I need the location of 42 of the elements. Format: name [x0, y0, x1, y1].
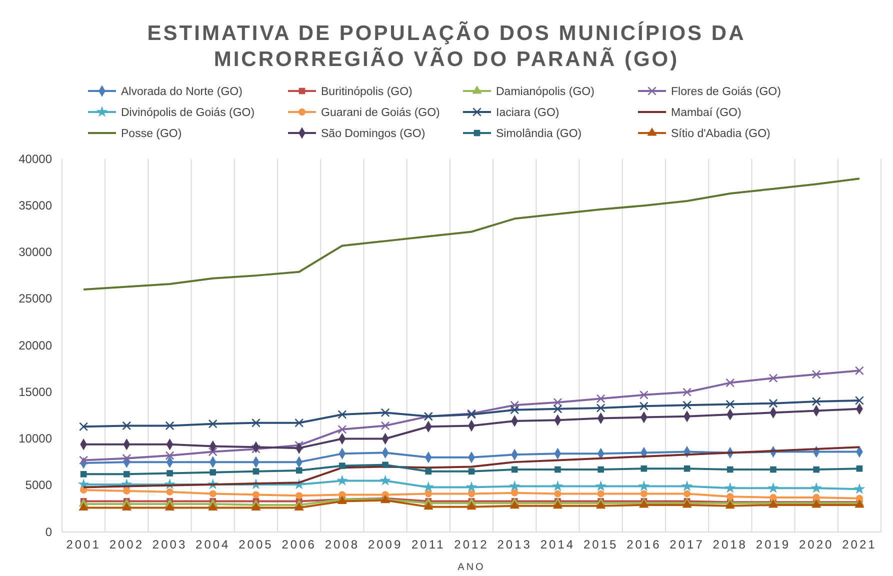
y-tick-label: 5000 [25, 478, 52, 492]
chart-title: ESTIMATIVA DE POPULAÇÃO DOS MUNICÍPIOS DA MICRORREGIÃO VÃO DO PARANÃ (GO) [147, 21, 746, 71]
y-tick-label: 25000 [18, 292, 52, 306]
x-tick-label: 2004 [196, 538, 230, 552]
legend-label: Alvorada do Norte (GO) [121, 86, 243, 98]
x-tick-label: 2008 [324, 538, 360, 552]
x-tick-label: 2016 [626, 538, 662, 552]
legend-label: Simolândia (GO) [496, 128, 582, 140]
legend-label: Posse (GO) [121, 128, 182, 140]
x-tick-label: 2013 [497, 538, 532, 552]
y-tick-label: 35000 [18, 198, 52, 212]
x-axis-title: ANO [458, 562, 486, 573]
x-tick-label: 2003 [152, 538, 188, 552]
legend-label: Divinópolis de Goiás (GO) [121, 107, 255, 120]
x-tick-label: 2020 [798, 538, 834, 552]
legend-label: Sítio d'Abadia (GO) [671, 128, 771, 140]
y-tick-label: 20000 [18, 338, 52, 352]
y-tick-label: 0 [45, 524, 52, 539]
legend-label: São Domingos (GO) [321, 128, 426, 140]
x-tick-label: 2001 [66, 538, 101, 552]
legend-label: Buritinópolis (GO) [321, 86, 413, 98]
legend-label: Mambaí (GO) [671, 107, 742, 120]
x-tick-label: 2011 [411, 538, 446, 552]
legend-label: Guarani de Goiás (GO) [321, 107, 440, 120]
x-tick-label: 2017 [670, 538, 704, 552]
y-tick-label: 15000 [18, 384, 52, 399]
x-tick-label: 2012 [454, 538, 489, 552]
x-tick-label: 2015 [583, 538, 618, 552]
x-tick-label: 2009 [368, 538, 403, 552]
y-tick-label: 40000 [18, 152, 52, 166]
x-tick-label: 2006 [282, 538, 316, 552]
y-tick-label: 30000 [18, 245, 52, 260]
y-tick-label: 10000 [18, 432, 52, 446]
x-tick-label: 2018 [712, 538, 748, 552]
x-tick-label: 2002 [109, 538, 144, 552]
legend-label: Damianópolis (GO) [496, 86, 595, 98]
x-tick-label: 2019 [756, 538, 791, 552]
x-tick-label: 2014 [540, 538, 576, 552]
legend-label: Iaciara (GO) [496, 107, 560, 120]
x-tick-label: 2021 [842, 538, 877, 552]
legend-label: Flores de Goiás (GO) [671, 86, 782, 98]
x-tick-label: 2005 [238, 538, 274, 552]
